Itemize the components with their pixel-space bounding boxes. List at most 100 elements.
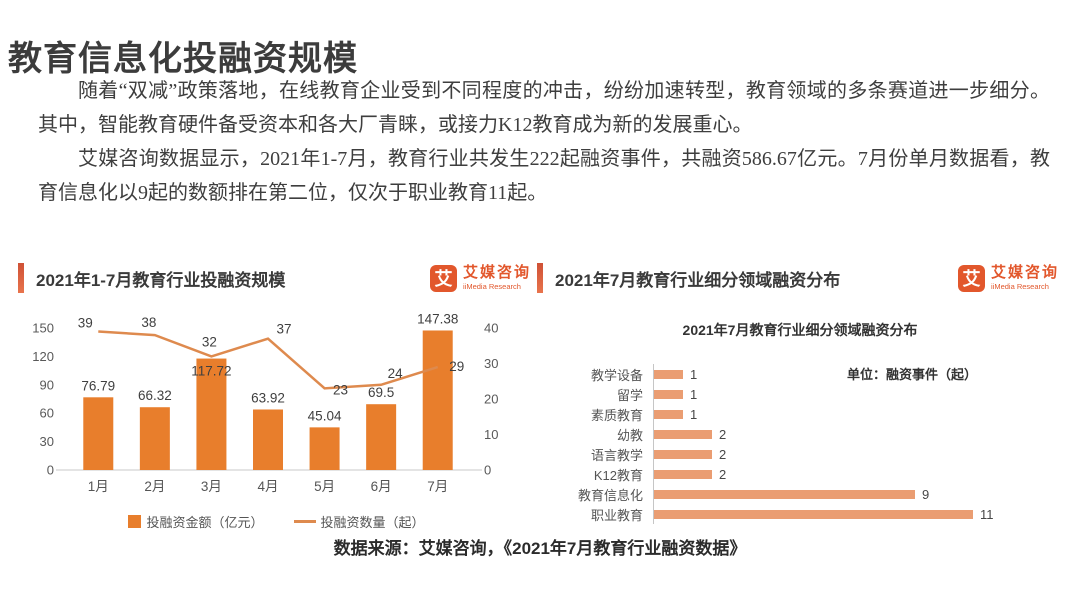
combo-chart-svg: 0 30 60 90 120 150 0 10 20 30 40 76.79 66.32 117.72 63… xyxy=(32,311,498,494)
hbar-bar-area: 2 xyxy=(653,444,1063,464)
iimedia-logo-icon: 艾 xyxy=(957,264,985,292)
hbar-bar-area: 1 xyxy=(653,404,1063,424)
hbar-bar-area: 9 xyxy=(653,484,1063,504)
hbar-category-label: 素质教育 xyxy=(590,407,643,423)
line-value-label: 37 xyxy=(276,322,291,337)
intro-paragraph-1: 随着“双减”政策落地，在线教育企业受到不同程度的冲击，纷纷加速转型，教育领域的多… xyxy=(38,80,1050,136)
bar-value-label: 63.92 xyxy=(251,390,285,405)
hbar-value-label: 2 xyxy=(719,466,727,482)
right-panel-title: 2021年7月教育行业细分领域融资分布 xyxy=(555,270,841,290)
hbar-bar-area: 1 xyxy=(653,364,1063,384)
bar-value-label: 45.04 xyxy=(308,408,342,423)
hbar-row: 教育信息化 9 xyxy=(537,484,1063,504)
hbar-rows: 教学设备 1 留学 1 素质教育 1 幼教 2 语言教学 2 K12教育 2 教育信息化 9 职业教育 11 xyxy=(537,364,1063,524)
hbar-bar xyxy=(654,509,973,519)
iimedia-logo-subtitle: iiMedia Research xyxy=(990,282,1049,292)
x-category-label: 6月 xyxy=(371,479,392,494)
x-category-label: 2月 xyxy=(144,479,165,494)
line-value-label: 29 xyxy=(449,359,464,374)
x-category-label: 4月 xyxy=(257,479,278,494)
hbar-category-label: 语言教学 xyxy=(590,447,643,463)
hbar-bar xyxy=(654,369,683,379)
iimedia-logo-text: 艾媒咨询 iiMedia Research xyxy=(991,265,1059,291)
hbar-category-label: 教学设备 xyxy=(590,367,643,383)
line-series xyxy=(98,330,439,390)
hbar-value-label: 2 xyxy=(719,426,727,442)
left-axis-tick-label: 120 xyxy=(32,349,54,364)
bar-rect xyxy=(253,409,283,470)
header-accent-bar xyxy=(537,263,543,293)
bar-value-label: 147.38 xyxy=(417,311,458,326)
iimedia-logo-name: 艾媒咨询 xyxy=(990,264,1059,282)
bar-rect xyxy=(196,358,227,470)
legend-label: 投融资金额（亿元） xyxy=(146,515,264,530)
hbar-bar xyxy=(654,389,683,399)
right-axis-tick-label: 10 xyxy=(484,427,498,442)
x-category-label: 7月 xyxy=(427,479,448,494)
iimedia-logo-text: 艾媒咨询 iiMedia Research xyxy=(463,265,531,291)
left-axis-tick-label: 90 xyxy=(40,377,54,392)
intro-paragraph-2: 艾媒咨询数据显示，2021年1-7月，教育行业共发生222起融资事件，共融资58… xyxy=(38,148,1050,204)
hbar-row: 教学设备 1 xyxy=(537,364,1063,384)
hbar-value-label: 1 xyxy=(690,406,698,422)
iimedia-logo-icon: 艾 xyxy=(429,264,457,292)
hbar-category-label: 职业教育 xyxy=(590,507,643,523)
hbar-bar-area: 2 xyxy=(653,464,1063,484)
right-panel-header: 2021年7月教育行业细分领域融资分布 艾 艾媒咨询 iiMedia Resea… xyxy=(537,262,1063,294)
hbar-value-label: 1 xyxy=(690,386,698,402)
iimedia-logo: 艾 艾媒咨询 iiMedia Research xyxy=(429,264,531,292)
left-chart-panel: 2021年1-7月教育行业投融资规模 艾 艾媒咨询 iiMedia Resear… xyxy=(18,262,535,531)
bar-rect xyxy=(422,330,453,470)
legend-item: 投融资数量（起） xyxy=(293,512,425,531)
hbar-bar-area: 11 xyxy=(653,504,1063,524)
source-note: 数据来源：艾媒咨询，《2021年7月教育行业融资数据》 xyxy=(333,539,747,558)
left-panel-title: 2021年1-7月教育行业投融资规模 xyxy=(36,270,286,290)
hbar-bar xyxy=(654,429,712,439)
iimedia-logo-name: 艾媒咨询 xyxy=(462,264,531,282)
hbar-row: 素质教育 1 xyxy=(537,404,1063,424)
hbar-bar-area: 2 xyxy=(653,424,1063,444)
bar-value-label: 69.5 xyxy=(368,385,394,400)
hbar-row: 职业教育 11 xyxy=(537,504,1063,524)
legend-bar-swatch-icon xyxy=(128,515,142,528)
header-accent-bar xyxy=(18,263,24,293)
hbar-bar xyxy=(654,489,915,499)
hbar-unit-label: 单位：融资事件（起） xyxy=(847,367,978,382)
hbar-row: 语言教学 2 xyxy=(537,444,1063,464)
right-chart-panel: 2021年7月教育行业细分领域融资分布 艾 艾媒咨询 iiMedia Resea… xyxy=(537,262,1063,524)
x-category-label: 1月 xyxy=(88,479,109,494)
iimedia-logo: 艾 艾媒咨询 iiMedia Research xyxy=(957,264,1059,292)
hbar-bar xyxy=(654,409,683,419)
hbar-category-label: 教育信息化 xyxy=(577,487,643,503)
right-axis-tick-label: 40 xyxy=(484,321,498,336)
hbar-bar xyxy=(654,469,712,479)
right-axis-tick-label: 30 xyxy=(484,356,498,371)
left-panel-header: 2021年1-7月教育行业投融资规模 艾 艾媒咨询 iiMedia Resear… xyxy=(18,262,535,294)
legend-label: 投融资数量（起） xyxy=(320,515,425,530)
hbar-category-label: 留学 xyxy=(616,387,643,403)
hbar-chart-title: 2021年7月教育行业细分领域融资分布 xyxy=(682,322,918,338)
line-value-label: 38 xyxy=(141,315,156,330)
line-value-label: 24 xyxy=(388,366,404,381)
line-value-label: 39 xyxy=(78,316,93,331)
hbar-category-label: 幼教 xyxy=(616,427,643,443)
left-axis-tick-label: 150 xyxy=(32,321,54,336)
hbar-value-label: 9 xyxy=(922,486,930,502)
bar-value-label: 117.72 xyxy=(191,364,231,379)
bar-rect xyxy=(139,407,170,470)
hbar-value-label: 11 xyxy=(980,506,994,522)
hbar-bar-area: 1 xyxy=(653,384,1063,404)
right-axis-tick-label: 0 xyxy=(484,463,491,478)
bar-rect xyxy=(83,397,114,470)
hbar-bar xyxy=(654,449,712,459)
page-title: 教育信息化投融资规模 xyxy=(8,40,358,78)
hbar-row: 留学 1 xyxy=(537,384,1063,404)
left-axis-tick-label: 30 xyxy=(40,434,54,449)
line-value-label: 23 xyxy=(333,382,348,397)
hbar-value-label: 1 xyxy=(690,366,698,382)
bar-value-label: 76.79 xyxy=(81,378,115,393)
hbar-row: 幼教 2 xyxy=(537,424,1063,444)
hbar-value-label: 2 xyxy=(719,446,727,462)
bar-value-label: 66.32 xyxy=(138,388,172,403)
legend-item: 投融资金额（亿元） xyxy=(128,512,264,531)
